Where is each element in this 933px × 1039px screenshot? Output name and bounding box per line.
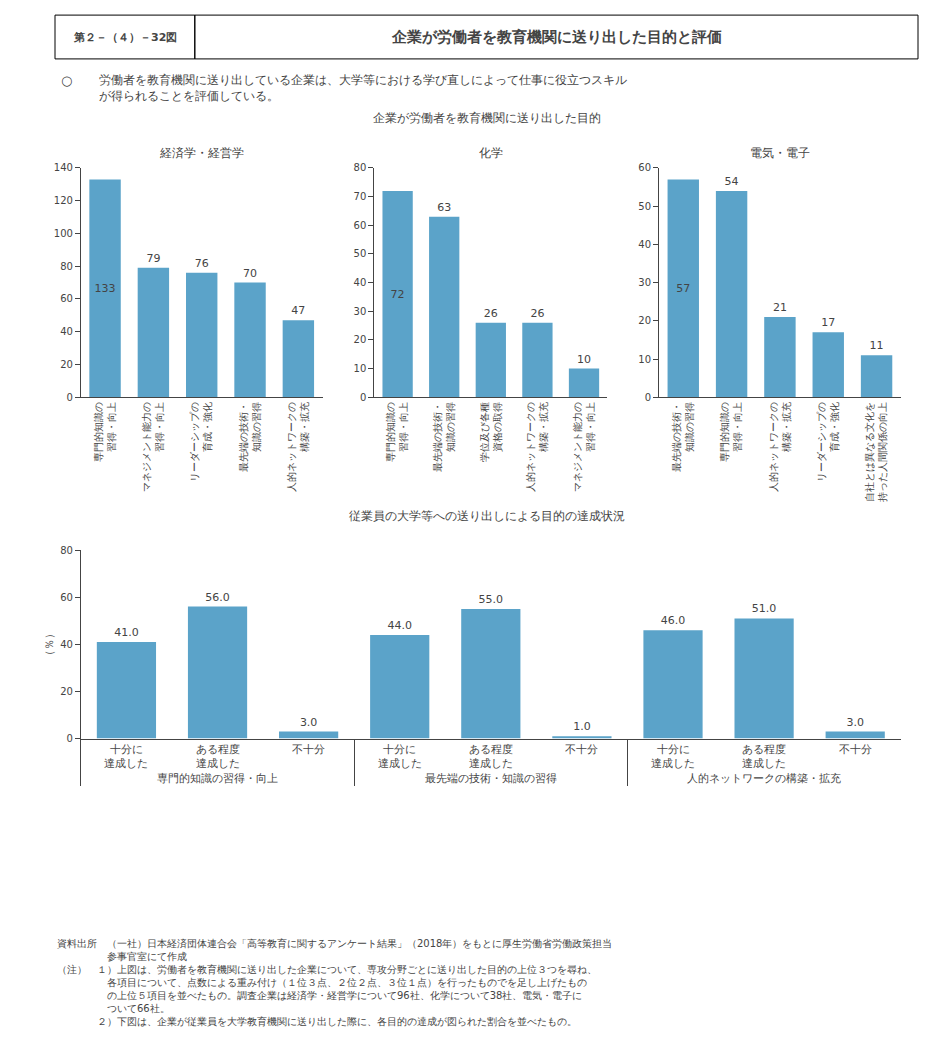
- svg-text:十分に達成した: 十分に達成した: [651, 743, 695, 770]
- svg-text:26: 26: [530, 307, 544, 320]
- svg-text:0: 0: [67, 392, 73, 403]
- svg-text:60: 60: [60, 592, 73, 603]
- svg-text:ある程度達成した: ある程度達成した: [742, 743, 786, 770]
- svg-text:51.0: 51.0: [752, 602, 777, 615]
- svg-text:人的ネットワークの構築・拡充: 人的ネットワークの構築・拡充: [768, 402, 792, 492]
- svg-text:労働者を教育機関に送り出している企業は、大学等における学び直: 労働者を教育機関に送り出している企業は、大学等における学び直しによって仕事に役立…: [87, 73, 627, 103]
- svg-text:学位及び各種資格の取得: 学位及び各種資格の取得: [479, 402, 503, 462]
- svg-text:60: 60: [60, 293, 73, 304]
- svg-text:79: 79: [146, 252, 160, 265]
- svg-text:専門的知識の習得・向上: 専門的知識の習得・向上: [157, 772, 278, 785]
- svg-text:3.0: 3.0: [846, 716, 864, 729]
- svg-text:0: 0: [67, 733, 73, 744]
- svg-text:ある程度達成した: ある程度達成した: [469, 743, 513, 770]
- svg-text:専門的知識の習得・向上: 専門的知識の習得・向上: [93, 402, 117, 462]
- svg-text:リーダーシップの育成・強化: リーダーシップの育成・強化: [816, 402, 840, 482]
- svg-text:不十分: 不十分: [839, 743, 872, 756]
- svg-text:46.0: 46.0: [661, 614, 686, 627]
- svg-text:不十分: 不十分: [292, 743, 325, 756]
- svg-text:人的ネットワークの構築・拡充: 人的ネットワークの構築・拡充: [286, 402, 310, 492]
- svg-text:140: 140: [54, 162, 73, 173]
- svg-text:44.0: 44.0: [387, 619, 412, 632]
- svg-text:80: 80: [60, 261, 73, 272]
- svg-text:30: 30: [354, 306, 367, 317]
- svg-text:56.0: 56.0: [205, 591, 230, 604]
- svg-text:20: 20: [60, 359, 73, 370]
- svg-text:マネジメント能力の習得・向上: マネジメント能力の習得・向上: [572, 402, 596, 492]
- svg-text:（％）: （％）: [43, 628, 56, 661]
- svg-text:ある程度達成した: ある程度達成した: [196, 743, 240, 770]
- svg-text:72: 72: [391, 288, 405, 301]
- svg-text:従業員の大学等への送り出しによる目的の達成状況: 従業員の大学等への送り出しによる目的の達成状況: [349, 509, 625, 523]
- svg-text:41.0: 41.0: [114, 626, 139, 639]
- svg-text:10: 10: [354, 363, 367, 374]
- svg-text:経済学・経営学: 経済学・経営学: [159, 146, 244, 160]
- svg-text:リーダーシップの育成・強化: リーダーシップの育成・強化: [189, 402, 213, 482]
- svg-text:20: 20: [354, 334, 367, 345]
- svg-text:不十分: 不十分: [565, 743, 598, 756]
- svg-text:63: 63: [437, 201, 451, 214]
- svg-text:3.0: 3.0: [300, 716, 318, 729]
- svg-text:40: 40: [354, 277, 367, 288]
- svg-text:第２－（４）－32図: 第２－（４）－32図: [73, 31, 177, 44]
- svg-text:60: 60: [638, 162, 651, 173]
- svg-text:マネジメント能力の習得・向上: マネジメント能力の習得・向上: [141, 402, 165, 492]
- svg-text:10: 10: [638, 354, 651, 365]
- svg-text:57: 57: [676, 282, 690, 295]
- svg-text:専門的知識の習得・向上: 専門的知識の習得・向上: [719, 402, 743, 462]
- svg-text:企業が労働者を教育機関に送り出した目的と評価: 企業が労働者を教育機関に送り出した目的と評価: [391, 28, 722, 46]
- svg-text:30: 30: [638, 277, 651, 288]
- svg-text:十分に達成した: 十分に達成した: [104, 743, 148, 770]
- svg-text:化学: 化学: [479, 146, 503, 160]
- svg-text:80: 80: [60, 545, 73, 556]
- svg-text:自社とは異なる文化を持った人間関係の向上: 自社とは異なる文化を持った人間関係の向上: [864, 402, 888, 502]
- svg-text:最先端の技術・知識の習得: 最先端の技術・知識の習得: [432, 402, 456, 472]
- svg-text:80: 80: [354, 162, 367, 173]
- svg-text:50: 50: [354, 248, 367, 259]
- svg-text:76: 76: [195, 257, 209, 270]
- svg-text:20: 20: [638, 315, 651, 326]
- svg-text:電気・電子: 電気・電子: [750, 146, 810, 160]
- svg-text:○: ○: [61, 73, 72, 88]
- svg-text:55.0: 55.0: [479, 593, 504, 606]
- svg-text:0: 0: [645, 392, 651, 403]
- svg-text:26: 26: [484, 307, 498, 320]
- svg-text:十分に達成した: 十分に達成した: [378, 743, 422, 770]
- svg-text:20: 20: [60, 686, 73, 697]
- svg-text:40: 40: [60, 326, 73, 337]
- svg-text:専門的知識の習得・向上: 専門的知識の習得・向上: [385, 402, 409, 462]
- svg-text:最先端の技術・知識の習得: 最先端の技術・知識の習得: [671, 402, 695, 472]
- svg-text:120: 120: [54, 195, 73, 206]
- svg-text:11: 11: [870, 339, 884, 352]
- svg-text:133: 133: [95, 282, 116, 295]
- svg-text:40: 40: [60, 639, 73, 650]
- svg-text:54: 54: [725, 175, 739, 188]
- svg-text:40: 40: [638, 239, 651, 250]
- svg-text:資料出所 （一社）日本経済団体連合会「高等教育に関するアンケ: 資料出所 （一社）日本経済団体連合会「高等教育に関するアンケート結果」（2018…: [57, 938, 612, 1027]
- svg-text:最先端の技術・知識の習得: 最先端の技術・知識の習得: [425, 772, 557, 785]
- svg-text:1.0: 1.0: [573, 720, 591, 733]
- svg-text:21: 21: [773, 301, 787, 314]
- svg-text:10: 10: [577, 353, 591, 366]
- svg-text:0: 0: [360, 392, 366, 403]
- svg-text:70: 70: [354, 191, 367, 202]
- svg-text:50: 50: [638, 201, 651, 212]
- svg-text:最先端の技術・知識の習得: 最先端の技術・知識の習得: [238, 402, 262, 472]
- svg-text:人的ネットワークの構築・拡充: 人的ネットワークの構築・拡充: [687, 772, 841, 785]
- svg-text:17: 17: [821, 316, 835, 329]
- svg-text:企業が労働者を教育機関に送り出した目的: 企業が労働者を教育機関に送り出した目的: [373, 111, 601, 125]
- svg-text:人的ネットワークの構築・拡充: 人的ネットワークの構築・拡充: [525, 402, 549, 492]
- svg-text:47: 47: [291, 304, 305, 317]
- svg-text:100: 100: [54, 228, 73, 239]
- svg-text:60: 60: [354, 220, 367, 231]
- svg-text:70: 70: [243, 267, 257, 280]
